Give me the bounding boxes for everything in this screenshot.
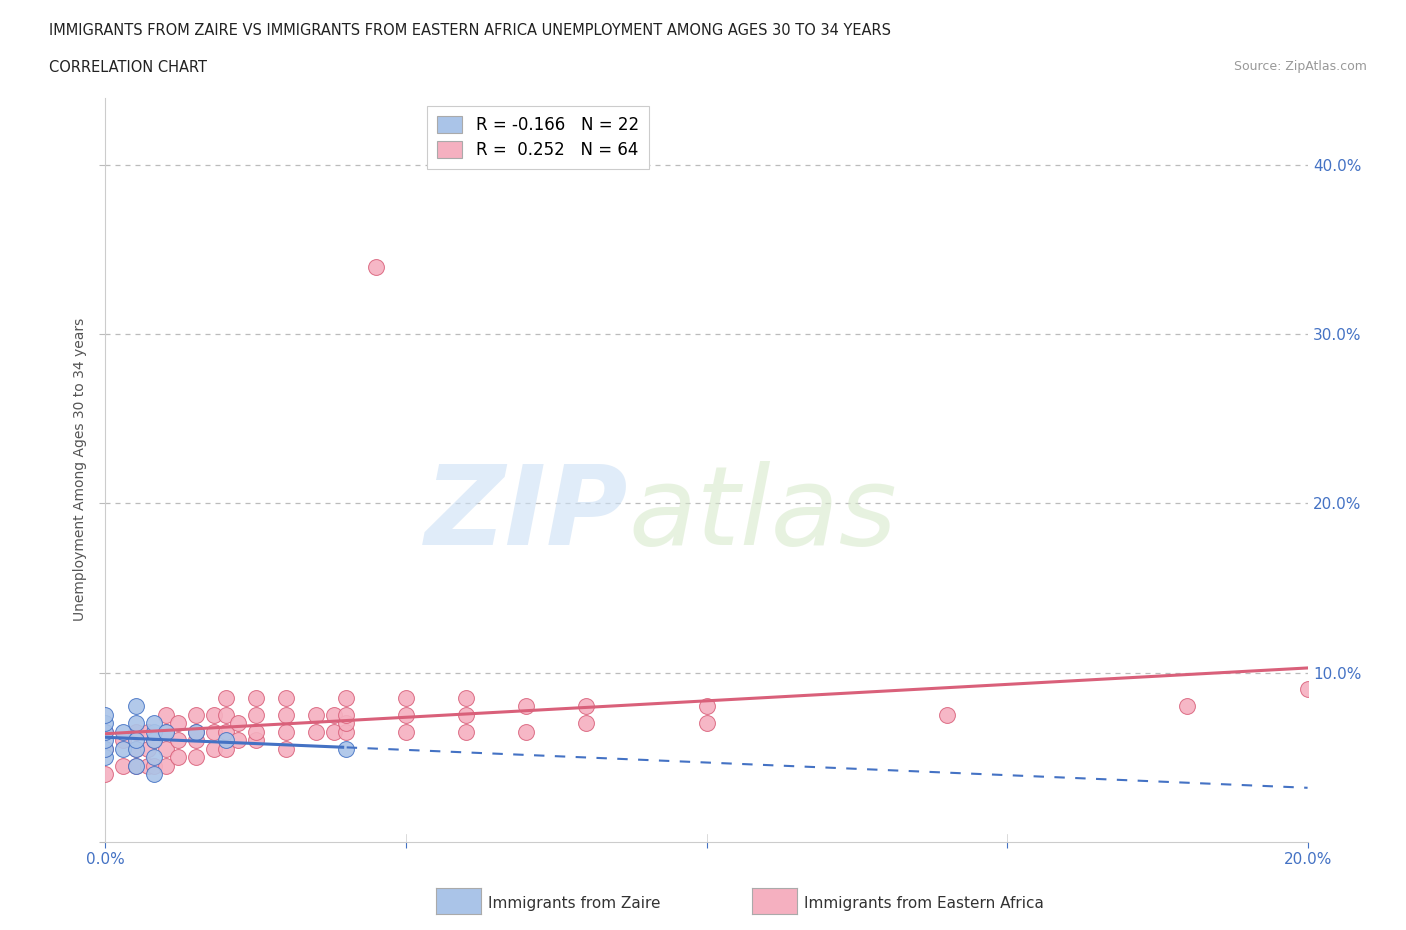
Point: [305, 708, 328, 723]
Text: Immigrants from Eastern Africa: Immigrants from Eastern Africa: [804, 896, 1045, 910]
Point: [364, 259, 387, 274]
Point: [142, 758, 165, 773]
Point: [142, 733, 165, 748]
Point: [335, 741, 357, 756]
Point: [142, 724, 165, 739]
Point: [184, 724, 207, 739]
Point: [245, 690, 267, 705]
Legend: R = -0.166   N = 22, R =  0.252   N = 64: R = -0.166 N = 22, R = 0.252 N = 64: [427, 106, 650, 169]
Point: [155, 741, 177, 756]
Point: [184, 724, 207, 739]
Point: [94, 766, 117, 781]
Point: [94, 741, 117, 756]
Text: atlas: atlas: [628, 460, 897, 568]
Point: [515, 724, 537, 739]
Point: [454, 708, 477, 723]
Text: Immigrants from Zaire: Immigrants from Zaire: [488, 896, 661, 910]
Text: ZIP: ZIP: [425, 460, 628, 568]
Point: [214, 690, 236, 705]
Point: [395, 724, 418, 739]
Point: [94, 741, 117, 756]
Point: [335, 716, 357, 731]
Point: [184, 733, 207, 748]
Text: Source: ZipAtlas.com: Source: ZipAtlas.com: [1233, 60, 1367, 73]
Point: [166, 750, 188, 764]
Point: [112, 741, 135, 756]
Point: [112, 758, 135, 773]
Point: [124, 724, 146, 739]
Point: [335, 724, 357, 739]
Point: [575, 716, 598, 731]
Point: [214, 708, 236, 723]
Point: [124, 699, 146, 714]
Point: [94, 733, 117, 748]
Point: [166, 733, 188, 748]
Point: [136, 758, 159, 773]
Point: [245, 724, 267, 739]
Point: [1296, 682, 1319, 697]
Point: [136, 741, 159, 756]
Point: [155, 724, 177, 739]
Point: [696, 699, 718, 714]
Point: [395, 690, 418, 705]
Point: [166, 716, 188, 731]
Point: [184, 708, 207, 723]
Point: [142, 766, 165, 781]
Point: [696, 716, 718, 731]
Point: [335, 708, 357, 723]
Point: [142, 750, 165, 764]
Point: [94, 750, 117, 764]
Point: [226, 733, 249, 748]
Point: [322, 708, 344, 723]
Point: [245, 708, 267, 723]
Point: [395, 708, 418, 723]
Point: [124, 741, 146, 756]
Text: CORRELATION CHART: CORRELATION CHART: [49, 60, 207, 75]
Point: [1175, 699, 1198, 714]
Point: [245, 733, 267, 748]
Point: [454, 724, 477, 739]
Point: [274, 724, 297, 739]
Point: [202, 724, 225, 739]
Point: [142, 716, 165, 731]
Y-axis label: Unemployment Among Ages 30 to 34 years: Unemployment Among Ages 30 to 34 years: [73, 318, 87, 621]
Point: [454, 690, 477, 705]
Point: [112, 733, 135, 748]
Point: [124, 716, 146, 731]
Point: [124, 733, 146, 748]
Point: [124, 758, 146, 773]
Point: [214, 724, 236, 739]
Point: [214, 733, 236, 748]
Point: [142, 733, 165, 748]
Point: [214, 741, 236, 756]
Point: [184, 750, 207, 764]
Point: [515, 699, 537, 714]
Point: [322, 724, 344, 739]
Point: [155, 708, 177, 723]
Point: [155, 758, 177, 773]
Point: [94, 724, 117, 739]
Point: [936, 708, 959, 723]
Point: [136, 724, 159, 739]
Point: [202, 741, 225, 756]
Point: [274, 690, 297, 705]
Point: [305, 724, 328, 739]
Point: [226, 716, 249, 731]
Point: [335, 690, 357, 705]
Point: [124, 741, 146, 756]
Point: [202, 708, 225, 723]
Point: [274, 708, 297, 723]
Text: IMMIGRANTS FROM ZAIRE VS IMMIGRANTS FROM EASTERN AFRICA UNEMPLOYMENT AMONG AGES : IMMIGRANTS FROM ZAIRE VS IMMIGRANTS FROM…: [49, 23, 891, 38]
Point: [94, 724, 117, 739]
Point: [124, 758, 146, 773]
Point: [274, 741, 297, 756]
Point: [112, 724, 135, 739]
Point: [575, 699, 598, 714]
Point: [94, 708, 117, 723]
Point: [155, 724, 177, 739]
Point: [94, 716, 117, 731]
